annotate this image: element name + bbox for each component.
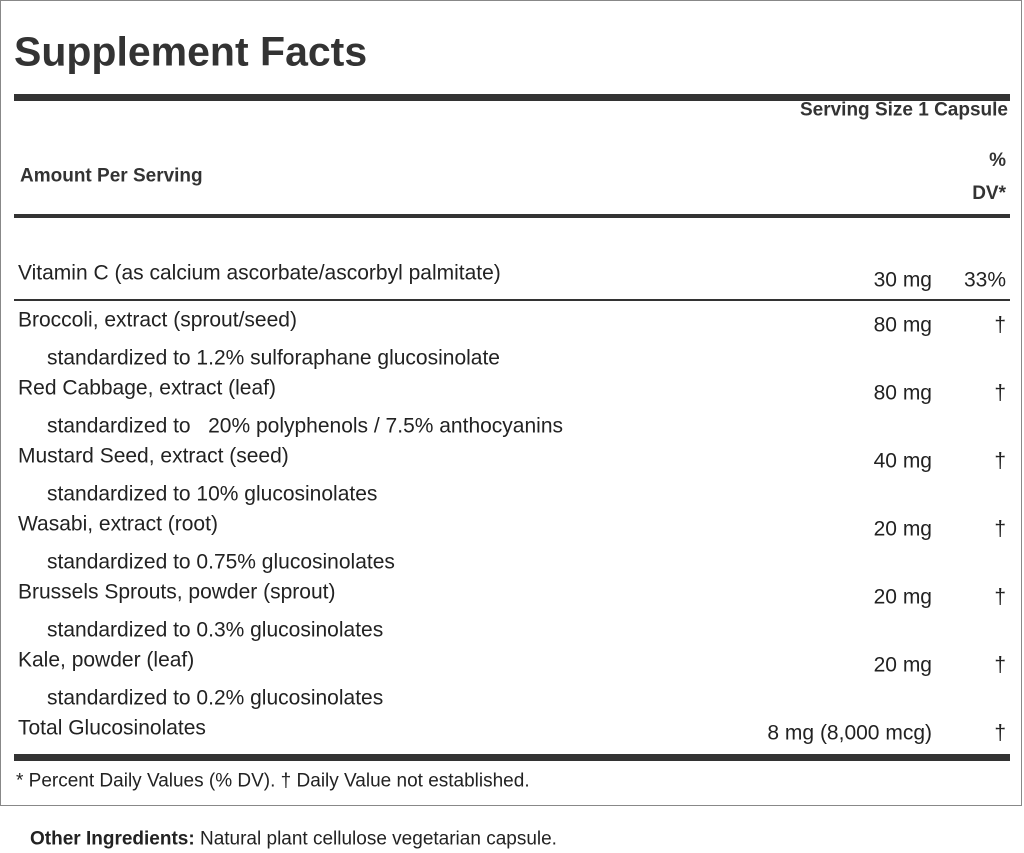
serving-size: Serving Size 1 Capsule <box>799 99 1008 121</box>
ingredient-amount: 30 mg <box>873 268 932 292</box>
ingredient-name: Total Glucosinolates <box>18 716 206 740</box>
daily-value: † <box>994 585 1006 609</box>
ingredient-detail: standardized to 10% glucosinolates <box>47 482 378 506</box>
facts-box <box>0 0 1022 806</box>
daily-value: 33% <box>963 268 1006 292</box>
ingredient-name: Brussels Sprouts, powder (sprout) <box>18 580 336 604</box>
medium-rule <box>14 214 1010 218</box>
ingredient-amount: 80 mg <box>873 381 932 405</box>
ingredient-amount: 8 mg (8,000 mcg) <box>767 721 932 745</box>
ingredient-name: Mustard Seed, extract (seed) <box>18 444 289 468</box>
thick-rule <box>14 754 1010 761</box>
dv-header: % DV* <box>972 150 1006 204</box>
ingredient-name: Wasabi, extract (root) <box>18 512 218 536</box>
thick-rule <box>14 94 1010 101</box>
ingredient-name: Vitamin C (as calcium ascorbate/ascorbyl… <box>18 261 501 285</box>
ingredient-amount: 20 mg <box>873 517 932 541</box>
daily-value: † <box>994 313 1006 337</box>
ingredient-name: Kale, powder (leaf) <box>18 648 195 672</box>
daily-value: † <box>994 517 1006 541</box>
ingredient-detail: standardized to 20% polyphenols / 7.5% a… <box>47 414 564 438</box>
other-ingredients-label: Other Ingredients: <box>30 828 195 850</box>
daily-value: † <box>994 721 1006 745</box>
other-ingredients-text: Natural plant cellulose vegetarian capsu… <box>199 828 557 850</box>
daily-value: † <box>994 653 1006 677</box>
ingredient-detail: standardized to 0.3% glucosinolates <box>47 618 384 642</box>
ingredient-detail: standardized to 0.2% glucosinolates <box>47 686 384 710</box>
daily-value: † <box>994 449 1006 473</box>
ingredient-amount: 40 mg <box>873 449 932 473</box>
footnote: * Percent Daily Values (% DV). † Daily V… <box>16 770 530 792</box>
ingredient-name: Red Cabbage, extract (leaf) <box>18 376 276 400</box>
ingredient-amount: 20 mg <box>873 653 932 677</box>
thin-rule <box>14 299 1010 301</box>
amount-per-serving: Amount Per Serving <box>20 165 203 187</box>
daily-value: † <box>994 381 1006 405</box>
ingredient-detail: standardized to 1.2% sulforaphane glucos… <box>47 346 500 370</box>
ingredient-amount: 20 mg <box>873 585 932 609</box>
ingredient-amount: 80 mg <box>873 313 932 337</box>
title: Supplement Facts <box>14 28 368 75</box>
ingredient-name: Broccoli, extract (sprout/seed) <box>18 308 297 332</box>
other-ingredients: Other Ingredients: Natural plant cellulo… <box>30 828 557 851</box>
ingredient-detail: standardized to 0.75% glucosinolates <box>47 550 395 574</box>
